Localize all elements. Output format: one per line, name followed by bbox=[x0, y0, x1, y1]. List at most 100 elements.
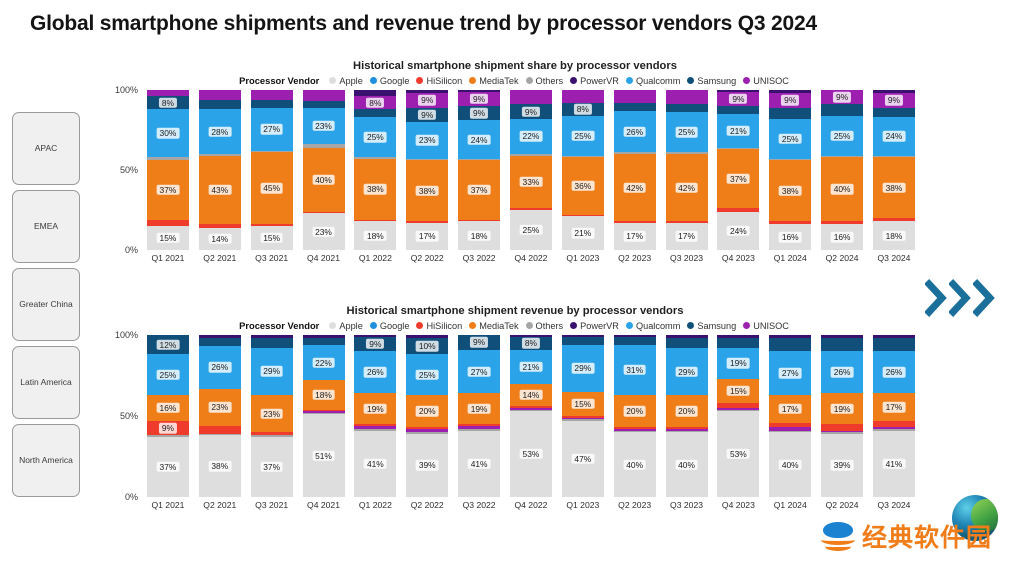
stacked-bar[interactable]: 24% 37% 21% 9% bbox=[717, 90, 760, 250]
region-button-latin-america[interactable]: Latin America bbox=[12, 346, 80, 419]
bar-segment-apple[interactable]: 17% bbox=[665, 222, 708, 250]
bar-segment-mediatek[interactable]: 19% bbox=[458, 393, 501, 425]
bar-segment-qualcomm[interactable]: 21% bbox=[717, 114, 760, 148]
bar-segment-qualcomm[interactable]: 26% bbox=[613, 110, 656, 153]
legend-item-samsung[interactable]: Samsung bbox=[687, 321, 736, 331]
bar-segment-mediatek[interactable]: 37% bbox=[458, 160, 501, 220]
bar-segment-samsung[interactable]: 9% bbox=[406, 107, 449, 123]
bar-segment-samsung[interactable] bbox=[250, 99, 293, 108]
bar-column[interactable]: 17% 42% 25% bbox=[661, 90, 713, 250]
bar-segment-apple[interactable]: 17% bbox=[613, 222, 656, 250]
bar-segment-others[interactable] bbox=[665, 430, 708, 433]
bar-segment-qualcomm[interactable]: 29% bbox=[665, 348, 708, 395]
bar-segment-samsung[interactable]: 10% bbox=[406, 338, 449, 355]
bar-segment-apple[interactable]: 39% bbox=[406, 433, 449, 497]
bar-segment-mediatek[interactable]: 38% bbox=[406, 160, 449, 222]
bar-column[interactable]: 39% 19% 26% bbox=[816, 335, 868, 497]
bar-column[interactable]: 53% 15% 19% bbox=[712, 335, 764, 497]
bar-segment-apple[interactable]: 40% bbox=[769, 432, 812, 497]
bar-segment-qualcomm[interactable]: 26% bbox=[821, 351, 864, 394]
bar-segment-unisoc[interactable] bbox=[561, 417, 604, 420]
bar-segment-unisoc[interactable]: 9% bbox=[872, 93, 915, 108]
bar-column[interactable]: 37% 9% 16% 25% 12% bbox=[142, 335, 194, 497]
bar-segment-others[interactable] bbox=[250, 435, 293, 438]
bar-segment-qualcomm[interactable]: 26% bbox=[354, 351, 397, 394]
bar-segment-powervr[interactable] bbox=[302, 335, 345, 339]
stacked-bar[interactable]: 16% 40% 25% 9% bbox=[821, 90, 864, 250]
bar-segment-hisilicon[interactable] bbox=[458, 424, 501, 426]
region-button-north-america[interactable]: North America bbox=[12, 424, 80, 497]
bar-segment-mediatek[interactable]: 42% bbox=[613, 154, 656, 222]
bar-segment-samsung[interactable] bbox=[717, 338, 760, 348]
bar-segment-mediatek[interactable]: 20% bbox=[613, 394, 656, 428]
bar-segment-others[interactable] bbox=[717, 409, 760, 412]
bar-segment-qualcomm[interactable]: 19% bbox=[717, 348, 760, 379]
bar-column[interactable]: 41% 19% 26% 9% bbox=[349, 335, 401, 497]
bar-segment-apple[interactable]: 23% bbox=[302, 213, 345, 250]
bar-segment-unisoc[interactable] bbox=[458, 425, 501, 429]
bar-segment-hisilicon[interactable] bbox=[406, 427, 449, 429]
bar-segment-mediatek[interactable]: 23% bbox=[250, 394, 293, 433]
stacked-bar[interactable]: 40% 20% 29% bbox=[665, 335, 708, 497]
bar-segment-apple[interactable]: 41% bbox=[872, 430, 915, 497]
bar-segment-mediatek[interactable]: 17% bbox=[769, 394, 812, 423]
bar-segment-samsung[interactable]: 8% bbox=[509, 336, 552, 350]
stacked-bar[interactable]: 40% 17% 27% bbox=[769, 335, 812, 497]
bar-segment-unisoc[interactable]: 9% bbox=[821, 90, 864, 105]
bar-segment-others[interactable] bbox=[821, 432, 864, 434]
bar-segment-powervr[interactable] bbox=[354, 335, 397, 337]
bar-segment-unisoc[interactable]: 9% bbox=[406, 93, 449, 108]
bar-segment-apple[interactable]: 15% bbox=[146, 226, 189, 250]
bar-segment-powervr[interactable] bbox=[354, 90, 397, 97]
bar-segment-powervr[interactable] bbox=[872, 335, 915, 339]
bar-segment-others[interactable] bbox=[613, 152, 656, 155]
bar-column[interactable]: 16% 38% 25% 9% bbox=[764, 90, 816, 250]
bar-segment-hisilicon[interactable]: 9% bbox=[146, 420, 189, 436]
bar-segment-unisoc[interactable] bbox=[198, 90, 241, 100]
bar-segment-mediatek[interactable]: 14% bbox=[509, 383, 552, 407]
bar-segment-apple[interactable]: 15% bbox=[250, 226, 293, 250]
bar-segment-apple[interactable]: 51% bbox=[302, 414, 345, 497]
stacked-bar[interactable]: 17% 38% 23% 9% 9% bbox=[406, 90, 449, 250]
bar-segment-hisilicon[interactable] bbox=[458, 219, 501, 222]
stacked-bar[interactable]: 41% 19% 26% 9% bbox=[354, 335, 397, 497]
legend-item-unisoc[interactable]: UNISOC bbox=[743, 321, 789, 331]
bar-segment-hisilicon[interactable] bbox=[302, 211, 345, 214]
bar-segment-hisilicon[interactable] bbox=[821, 424, 864, 431]
stacked-bar[interactable]: 18% 38% 25% 8% bbox=[354, 90, 397, 250]
bar-segment-apple[interactable]: 17% bbox=[406, 222, 449, 250]
bar-segment-mediatek[interactable]: 36% bbox=[561, 157, 604, 215]
bar-segment-samsung[interactable]: 9% bbox=[354, 336, 397, 352]
bar-column[interactable]: 47% 15% 29% bbox=[557, 335, 609, 497]
bar-segment-mediatek[interactable]: 42% bbox=[665, 154, 708, 222]
stacked-bar[interactable]: 14% 43% 28% bbox=[198, 90, 241, 250]
bar-segment-hisilicon[interactable] bbox=[872, 218, 915, 222]
region-button-apac[interactable]: APAC bbox=[12, 112, 80, 185]
bar-segment-others[interactable] bbox=[769, 430, 812, 433]
bar-segment-unisoc[interactable] bbox=[665, 428, 708, 431]
bar-segment-apple[interactable]: 18% bbox=[354, 221, 397, 250]
bar-segment-mediatek[interactable]: 23% bbox=[198, 388, 241, 426]
bar-column[interactable]: 15% 37% 30% 8% bbox=[142, 90, 194, 250]
bar-segment-hisilicon[interactable] bbox=[354, 424, 397, 426]
bar-segment-unisoc[interactable] bbox=[354, 425, 397, 429]
bar-segment-hisilicon[interactable] bbox=[613, 221, 656, 223]
stacked-bar[interactable]: 39% 20% 25% 10% bbox=[406, 335, 449, 497]
bar-segment-samsung[interactable] bbox=[354, 109, 397, 118]
bar-segment-apple[interactable]: 38% bbox=[198, 435, 241, 497]
bar-segment-powervr[interactable] bbox=[509, 335, 552, 337]
bar-segment-powervr[interactable] bbox=[717, 90, 760, 92]
bar-segment-mediatek[interactable]: 37% bbox=[717, 149, 760, 209]
bar-segment-qualcomm[interactable]: 21% bbox=[509, 349, 552, 384]
bar-segment-samsung[interactable] bbox=[250, 338, 293, 348]
bar-segment-others[interactable] bbox=[406, 432, 449, 434]
bar-segment-unisoc[interactable] bbox=[665, 90, 708, 105]
bar-segment-hisilicon[interactable] bbox=[769, 422, 812, 428]
bar-segment-hisilicon[interactable] bbox=[665, 221, 708, 223]
bar-segment-others[interactable] bbox=[458, 428, 501, 431]
bar-segment-others[interactable] bbox=[198, 154, 241, 156]
stacked-bar[interactable]: 17% 42% 26% bbox=[613, 90, 656, 250]
bar-segment-powervr[interactable] bbox=[717, 335, 760, 339]
bar-segment-qualcomm[interactable]: 27% bbox=[769, 351, 812, 395]
stacked-bar[interactable]: 23% 40% 23% bbox=[302, 90, 345, 250]
